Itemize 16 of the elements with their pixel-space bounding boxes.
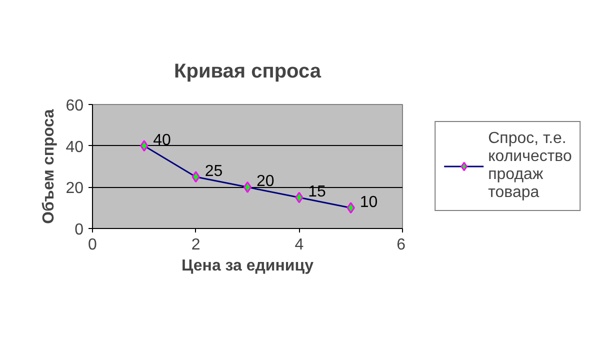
- legend-label: Спрос, т.е. количество продаж товара: [488, 130, 572, 202]
- data-label: 10: [360, 194, 378, 211]
- x-axis-title: Цена за единицу: [182, 258, 314, 274]
- y-tick-label: 40: [66, 138, 84, 156]
- chart-title: Кривая спроса: [174, 60, 322, 82]
- y-tick-label: 0: [74, 222, 84, 238]
- data-label: 40: [153, 132, 172, 149]
- y-tick-label: 20: [66, 180, 84, 198]
- data-label: 25: [204, 162, 223, 180]
- x-tick-label: 2: [191, 236, 200, 254]
- y-tick-label: 60: [66, 98, 84, 114]
- x-tick-label: 6: [396, 236, 406, 254]
- x-tick-label: 4: [294, 236, 304, 254]
- data-label: 20: [256, 173, 274, 190]
- x-tick-label: 0: [88, 236, 98, 254]
- y-axis-title: Объем спроса: [40, 109, 58, 224]
